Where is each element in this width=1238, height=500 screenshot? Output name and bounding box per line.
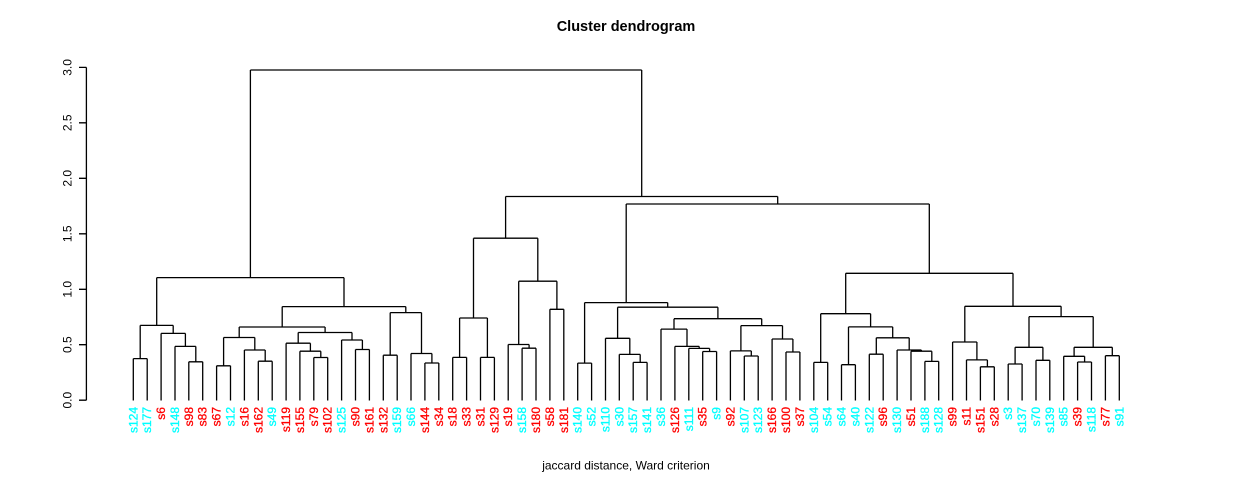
svg-text:s18: s18: [446, 407, 460, 427]
svg-text:s125: s125: [335, 407, 349, 433]
svg-text:s128: s128: [932, 407, 946, 433]
svg-text:s12: s12: [224, 407, 238, 427]
svg-text:s3: s3: [1001, 407, 1015, 420]
svg-text:Cluster dendrogram: Cluster dendrogram: [557, 19, 696, 35]
svg-text:s77: s77: [1098, 407, 1112, 427]
svg-text:s126: s126: [668, 407, 682, 433]
svg-text:s122: s122: [862, 407, 876, 433]
svg-text:s102: s102: [321, 407, 335, 433]
svg-text:s111: s111: [682, 407, 696, 432]
svg-text:s54: s54: [821, 407, 835, 427]
svg-text:s159: s159: [390, 407, 404, 433]
svg-text:s35: s35: [696, 407, 710, 427]
svg-text:s66: s66: [404, 407, 418, 427]
svg-text:s151: s151: [973, 407, 987, 433]
svg-text:s129: s129: [487, 407, 501, 433]
svg-text:s144: s144: [418, 407, 432, 433]
svg-text:s100: s100: [779, 407, 793, 433]
svg-text:s123: s123: [751, 407, 765, 433]
svg-text:s107: s107: [737, 407, 751, 433]
svg-text:s19: s19: [501, 407, 515, 427]
svg-text:s180: s180: [529, 407, 543, 433]
svg-text:s130: s130: [890, 407, 904, 433]
svg-text:s6: s6: [154, 407, 168, 420]
svg-text:s110: s110: [599, 407, 613, 432]
svg-text:s11: s11: [960, 407, 974, 426]
svg-text:s148: s148: [168, 407, 182, 433]
svg-text:s158: s158: [515, 407, 529, 433]
svg-text:s104: s104: [807, 407, 821, 433]
svg-text:s99: s99: [946, 407, 960, 427]
svg-text:s90: s90: [349, 407, 363, 427]
svg-text:2.5: 2.5: [61, 114, 75, 131]
svg-text:s28: s28: [987, 407, 1001, 427]
svg-text:s30: s30: [612, 407, 626, 427]
svg-text:s58: s58: [543, 407, 557, 427]
svg-text:s16: s16: [237, 407, 251, 427]
svg-text:s39: s39: [1071, 407, 1085, 427]
svg-text:s31: s31: [474, 407, 488, 427]
svg-text:s67: s67: [210, 407, 224, 427]
svg-text:s36: s36: [654, 407, 668, 427]
svg-text:3.0: 3.0: [61, 59, 75, 76]
svg-text:s181: s181: [557, 407, 571, 433]
svg-text:jaccard distance, Ward criteri: jaccard distance, Ward criterion: [541, 459, 710, 473]
svg-text:s37: s37: [793, 407, 807, 427]
svg-text:s157: s157: [626, 407, 640, 433]
svg-text:s161: s161: [362, 407, 376, 433]
svg-text:s140: s140: [571, 407, 585, 433]
svg-text:s79: s79: [307, 407, 321, 427]
svg-text:s132: s132: [376, 407, 390, 433]
svg-text:s177: s177: [140, 407, 154, 433]
svg-text:s139: s139: [1043, 407, 1057, 433]
svg-text:s118: s118: [1085, 407, 1099, 432]
svg-text:0.5: 0.5: [61, 336, 75, 353]
svg-text:s49: s49: [265, 407, 279, 427]
svg-text:s85: s85: [1057, 407, 1071, 427]
svg-text:1.0: 1.0: [61, 281, 75, 298]
svg-text:s34: s34: [432, 407, 446, 427]
svg-text:s141: s141: [640, 407, 654, 433]
svg-text:0.0: 0.0: [61, 392, 75, 409]
svg-text:s96: s96: [876, 407, 890, 427]
svg-text:1.5: 1.5: [61, 225, 75, 242]
svg-text:s137: s137: [1015, 407, 1029, 433]
svg-text:2.0: 2.0: [61, 170, 75, 187]
svg-text:s33: s33: [460, 407, 474, 427]
svg-text:s155: s155: [293, 407, 307, 433]
svg-text:s83: s83: [196, 407, 210, 427]
svg-text:s91: s91: [1112, 407, 1126, 427]
svg-text:s162: s162: [251, 407, 265, 433]
svg-text:s124: s124: [126, 407, 140, 433]
svg-text:s64: s64: [835, 407, 849, 427]
svg-text:s51: s51: [904, 407, 918, 427]
svg-text:s92: s92: [723, 407, 737, 427]
svg-text:s70: s70: [1029, 407, 1043, 427]
svg-text:s52: s52: [585, 407, 599, 427]
svg-text:s119: s119: [279, 407, 293, 432]
svg-text:s166: s166: [765, 407, 779, 433]
svg-text:s188: s188: [918, 407, 932, 433]
svg-text:s40: s40: [848, 407, 862, 427]
svg-text:s9: s9: [710, 407, 724, 420]
svg-text:s98: s98: [182, 407, 196, 427]
